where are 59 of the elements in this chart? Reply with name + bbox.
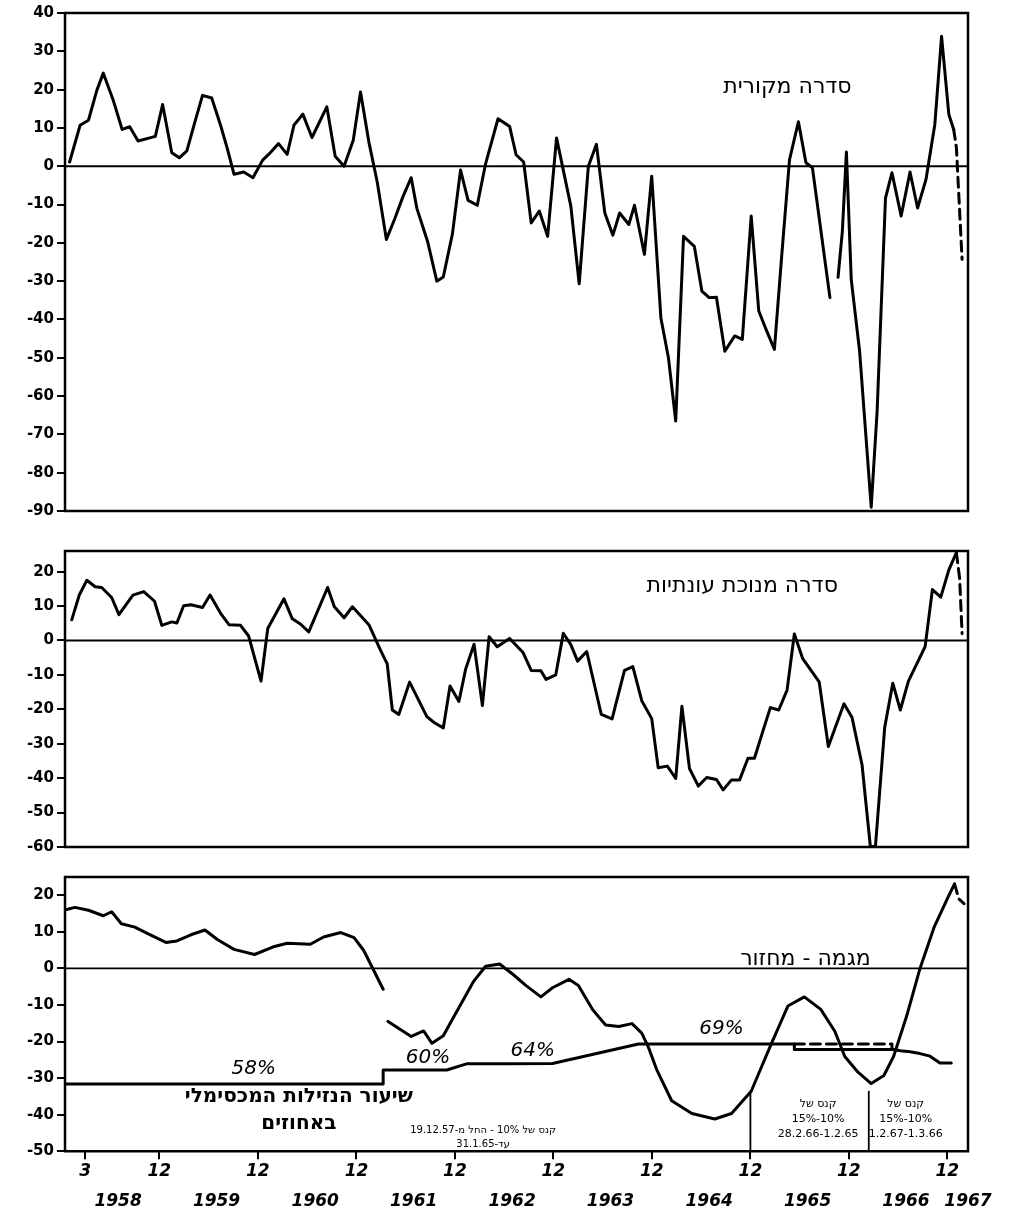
y-tick-label: 20 [33,885,54,904]
y-tick-label: -50 [26,347,54,366]
x2-tick-label: 1965 [783,1190,832,1211]
annotation: 60% [405,1044,451,1069]
x-tick-label: 12 [639,1159,664,1180]
y-tick-label: -50 [26,802,54,821]
y-tick-label: -40 [26,1104,54,1123]
y-tick-label: -30 [26,1067,54,1086]
y-tick-label: -80 [26,462,54,481]
y-tick-label: -40 [26,768,54,787]
y-tick-label: 10 [33,117,54,136]
text: סדרה מנוכת עונתיות [646,572,838,598]
annotation: 58% [231,1055,276,1080]
x-tick-label: 12 [443,1159,467,1180]
y-tick-label: 0 [43,156,54,175]
x2-tick-label: 1959 [192,1190,241,1211]
y-tick-label: -60 [26,836,54,855]
y-tick-label: -40 [26,309,54,328]
y-tick-label: -30 [26,733,54,752]
y-tick-label: -50 [26,1141,54,1160]
x2-tick-label: 1961 [389,1190,438,1211]
y-tick-label: -10 [26,994,54,1013]
x-tick-label: 12 [541,1159,566,1180]
x-tick-label: 3 [79,1159,92,1180]
annotation: 64% [510,1037,555,1062]
y-tick-label: -30 [26,271,54,290]
x2-tick-label: 1967 [944,1190,992,1211]
x-tick-label: 12 [147,1159,172,1180]
x2-tick-label: 1958 [94,1190,142,1211]
x-tick-label: 12 [344,1159,369,1180]
annotation: קנס של 10% - החל מ-19.12.57 עד-31.1.65 [410,1124,556,1149]
y-tick-label: 10 [33,595,54,614]
y-tick-label: -90 [26,500,54,519]
annotation: 69% [699,1015,744,1040]
x2-tick-label: 1966 [882,1190,930,1211]
x2-tick-label: 1960 [291,1190,340,1211]
y-tick-label: 40 [33,2,54,21]
y-tick-label: -20 [26,232,54,251]
y-tick-label: 30 [33,41,54,60]
y-tick-label: -20 [26,1031,54,1050]
x2-tick-label: 1962 [488,1190,536,1211]
x2-tick-label: 1963 [586,1190,635,1211]
y-tick-label: 0 [43,630,54,649]
y-tick-label: -10 [26,664,54,683]
x-tick-label: 12 [935,1159,960,1180]
y-tick-label: -20 [26,699,54,718]
x2-tick-label: 1964 [685,1190,733,1211]
x-tick-label: 12 [245,1159,270,1180]
x-tick-label: 12 [738,1159,763,1180]
y-tick-label: -10 [26,194,54,213]
y-tick-label: 0 [43,958,54,977]
y-tick-label: -70 [26,424,54,443]
x-tick-label: 12 [836,1159,861,1180]
y-tick-label: 20 [33,561,54,580]
y-tick-label: -60 [26,385,54,404]
y-tick-label: 20 [33,79,54,98]
text: סדרה מקורית [723,73,852,99]
y-tick-label: 10 [33,921,54,940]
text: מגמה - מחזור [740,944,871,970]
